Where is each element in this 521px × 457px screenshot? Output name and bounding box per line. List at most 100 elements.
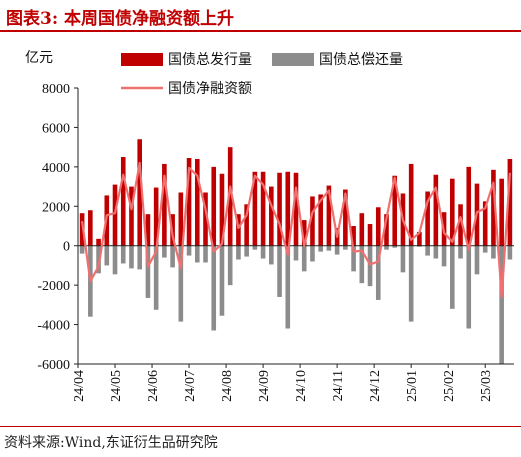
redemption-bar xyxy=(408,245,414,322)
x-tick-label: 24/06 xyxy=(146,370,161,402)
issuance-bar xyxy=(326,185,332,246)
redemption-bar xyxy=(129,245,134,269)
issuance-bar xyxy=(203,192,208,246)
redemption-bar xyxy=(170,245,175,268)
issuance-bar xyxy=(227,147,233,246)
redemption-bar xyxy=(244,245,249,257)
issuance-bar xyxy=(260,171,266,246)
redemption-bar xyxy=(236,245,241,260)
issuance-bar xyxy=(293,172,299,246)
redemption-bar xyxy=(458,245,463,259)
issuance-bar xyxy=(88,210,93,246)
issuance-bar xyxy=(466,166,472,246)
issuance-bar xyxy=(318,194,323,246)
issuance-bar xyxy=(343,189,348,246)
redemption-bar xyxy=(491,245,496,259)
redemption-bar xyxy=(318,245,323,252)
redemption-bar xyxy=(219,245,225,316)
issuance-bar xyxy=(433,174,439,246)
issuance-bar xyxy=(277,172,282,246)
redemption-bar xyxy=(351,245,356,272)
y-axis-label: 亿元 xyxy=(25,50,53,66)
issuance-bar xyxy=(252,171,258,246)
redemption-bar xyxy=(260,245,266,259)
issuance-bars xyxy=(79,139,513,246)
redemption-bar xyxy=(79,245,85,254)
issuance-bar xyxy=(219,173,225,246)
x-tick-label: 24/12 xyxy=(368,370,383,402)
legend-label-net: 国债净融资额 xyxy=(168,81,252,97)
redemption-bar xyxy=(400,245,406,273)
x-tick-label: 25/03 xyxy=(479,370,494,402)
x-tick-label: 24/09 xyxy=(257,370,272,402)
y-tick-label: 6000 xyxy=(42,121,70,136)
redemption-bar xyxy=(392,245,398,248)
redemption-bar xyxy=(227,245,233,286)
issuance-bar xyxy=(211,166,217,246)
redemption-bar xyxy=(162,245,167,258)
source-rule xyxy=(0,426,521,427)
redemption-bar xyxy=(384,245,389,250)
redemption-bar xyxy=(482,245,488,253)
x-tick-label: 25/02 xyxy=(442,370,457,402)
redemption-bar xyxy=(326,245,332,251)
redemption-bar xyxy=(301,245,307,272)
redemption-bar xyxy=(425,245,430,256)
y-tick-label: -2000 xyxy=(37,279,70,294)
y-axis-ticks: 8000 6000 4000 2000 0 -2000 -4000 -6000 xyxy=(37,82,78,373)
redemption-bar xyxy=(269,245,274,265)
redemption-bar xyxy=(499,245,504,364)
issuance-bar xyxy=(458,204,463,246)
issuance-bar xyxy=(269,186,274,246)
issuance-bar xyxy=(79,213,85,246)
redemption-bar xyxy=(145,245,151,298)
issuance-bar xyxy=(153,187,159,246)
redemption-bar xyxy=(252,245,258,250)
issuance-bar xyxy=(194,158,200,246)
issuance-bar xyxy=(417,231,422,246)
redemption-bar xyxy=(449,245,455,309)
y-tick-label: -4000 xyxy=(37,319,70,334)
y-tick-label: 2000 xyxy=(42,200,70,215)
issuance-bar xyxy=(96,238,101,246)
issuance-bar xyxy=(375,207,381,246)
issuance-bar xyxy=(367,224,373,246)
issuance-bar xyxy=(482,201,488,246)
figure-title: 图表3: 本周国债净融资额上升 xyxy=(6,9,235,29)
issuance-bar xyxy=(301,220,307,246)
redemption-bar xyxy=(474,245,480,275)
title-rule xyxy=(0,30,521,32)
redemption-bar xyxy=(507,245,513,260)
issuance-bar xyxy=(359,213,365,246)
issuance-bar xyxy=(384,214,389,246)
y-tick-label: 4000 xyxy=(42,161,70,176)
issuance-bar xyxy=(507,158,513,246)
redemption-bar xyxy=(466,245,472,329)
redemption-bar xyxy=(277,245,282,297)
redemption-bar xyxy=(137,245,143,270)
issuance-bar xyxy=(408,163,414,246)
issuance-bar xyxy=(499,178,504,246)
x-tick-label: 24/08 xyxy=(220,370,235,402)
redemption-bar xyxy=(367,245,373,287)
redemption-bar xyxy=(433,245,439,259)
issuance-bar xyxy=(351,226,356,246)
y-tick-label: -6000 xyxy=(37,358,70,373)
redemption-bar xyxy=(375,245,381,300)
issuance-bar xyxy=(244,204,249,246)
net-financing-line xyxy=(81,161,511,299)
redemption-bars xyxy=(79,245,513,364)
x-tick-label: 24/04 xyxy=(72,370,87,402)
x-tick-label: 24/11 xyxy=(331,370,346,401)
issuance-bar xyxy=(137,139,143,246)
legend-swatch-redemption xyxy=(272,53,314,66)
redemption-bar xyxy=(153,245,159,310)
legend-label-issuance: 国债总发行量 xyxy=(168,52,252,68)
x-tick-label: 24/10 xyxy=(294,370,309,402)
y-tick-label: 8000 xyxy=(42,82,70,97)
redemption-bar xyxy=(334,245,340,255)
legend-label-redemption: 国债总偿还量 xyxy=(319,52,403,68)
chart: 亿元 国债总发行量 国债总偿还量 国债净融资额 8000 6000 4000 2000… xyxy=(25,50,514,402)
redemption-bar xyxy=(178,245,184,322)
redemption-bar xyxy=(96,245,101,274)
